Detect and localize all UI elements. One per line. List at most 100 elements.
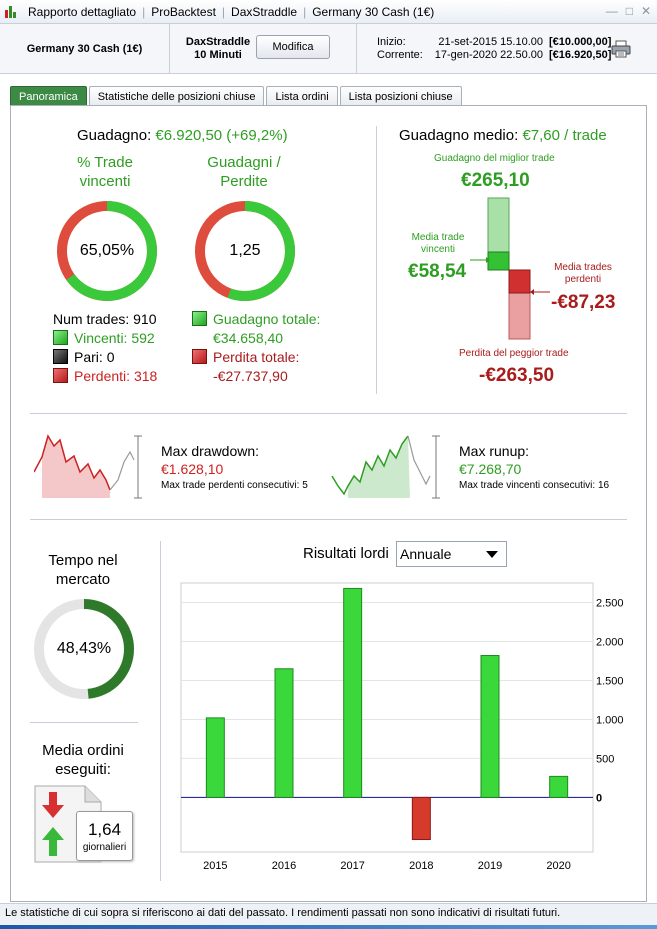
date-range: Inizio: 21-set-2015 15.10.00 [€10.000,00] … <box>377 36 611 62</box>
strategy-info: DaxStraddle 10 Minuti <box>178 36 258 62</box>
avg-loss-label: Media trades perdenti <box>550 262 616 286</box>
drawdown-after-line <box>109 450 135 491</box>
avg-win-label-line1: Media trade <box>411 232 465 243</box>
tab-closed-positions-stats[interactable]: Statistiche delle posizioni chiuse <box>88 86 265 106</box>
x-tick-label: 2020 <box>546 860 570 872</box>
winners-value: 592 <box>131 329 155 346</box>
time-in-market-title-line1: Tempo nel <box>48 552 118 569</box>
time-in-market-title: Tempo nel mercato <box>30 551 136 589</box>
x-tick-label: 2019 <box>478 860 502 872</box>
y-tick-label: 500 <box>596 753 614 765</box>
x-tick-label: 2016 <box>272 860 296 872</box>
gain-loss-title-line1: Guadagni / <box>207 154 281 171</box>
x-tick-label: 2017 <box>340 860 364 872</box>
tab-strip: Panoramica Statistiche delle posizioni c… <box>10 86 464 106</box>
even-value: 0 <box>106 348 115 365</box>
total-loss-label: Perdita totale: <box>213 348 300 365</box>
drawdown-info: Max drawdown: €1.628,10 Max trade perden… <box>161 443 308 491</box>
tab-closed-positions-list[interactable]: Lista posizioni chiuse <box>339 86 462 106</box>
even-label: Pari: <box>74 348 103 365</box>
avg-orders-unit: giornalieri <box>82 842 127 853</box>
modify-button[interactable]: Modifica <box>256 35 330 59</box>
winners-legend-icon <box>53 330 68 345</box>
avg-gain-label: Guadagno medio: <box>399 127 519 144</box>
drawdown-value: €1.628,10 <box>161 461 224 477</box>
breadcrumb-probacktest[interactable]: ProBacktest <box>151 4 216 19</box>
results-bar-chart: 2015 2016 2017 2018 2019 2020 0 500 1.000 1.500 2… <box>180 582 624 872</box>
gain-loss-donut-gain <box>195 201 295 301</box>
breadcrumb-instrument[interactable]: Germany 30 Cash (1€) <box>312 4 435 19</box>
tab-overview[interactable]: Panoramica <box>10 86 87 106</box>
even-legend-icon <box>53 349 68 364</box>
best-trade-label: Guadagno del miglior trade <box>434 153 555 164</box>
y-tick-label: 2.000 <box>596 636 624 648</box>
avg-orders-title: Media ordini eseguiti: <box>30 741 136 779</box>
time-in-market-fill <box>34 599 134 699</box>
runup-line <box>331 435 409 496</box>
bar-2018 <box>411 796 431 841</box>
total-gain-value: €34.658,40 <box>213 329 284 346</box>
gain-label: Guadagno: <box>77 127 152 144</box>
bar-2017 <box>343 587 363 798</box>
x-tick-label: 2018 <box>409 860 433 872</box>
runup-consec-value: 16 <box>597 480 610 491</box>
minimize-icon[interactable]: — <box>605 4 618 18</box>
gain-loss-title-line2: Perdite <box>220 173 268 190</box>
drawdown-consec-label: Max trade perdenti consecutivi: <box>161 480 300 491</box>
num-trades-label: Num trades: <box>53 310 130 327</box>
strategy-timeframe: 10 Minuti <box>194 49 242 61</box>
breadcrumb-strategy[interactable]: DaxStraddle <box>231 4 298 19</box>
num-trades-value: 910 <box>133 310 157 327</box>
start-label: Inizio: <box>377 36 406 48</box>
chevron-down-icon <box>486 551 498 558</box>
printer-icon[interactable] <box>611 40 631 58</box>
current-label: Corrente: <box>377 49 423 61</box>
time-in-market-value: 48,43% <box>56 640 112 657</box>
chart-plot-area <box>180 582 594 853</box>
losers-legend-icon <box>53 368 68 383</box>
results-title: Risultati lordi <box>303 545 389 562</box>
drawdown-consec-value: 5 <box>302 480 308 491</box>
y-tick-label: 1.000 <box>596 714 624 726</box>
runup-consec-label: Max trade vincenti consecutivi: <box>459 480 596 491</box>
avg-loss-value: -€87,23 <box>551 292 616 313</box>
arrow-down-icon <box>42 792 64 818</box>
title-bar: Rapporto dettagliato | ProBacktest | DaxSt… <box>0 0 657 24</box>
time-in-market-title-line2: mercato <box>55 571 111 588</box>
avg-gain-title: Guadagno medio: €7,60 / trade <box>399 127 607 144</box>
bar-2019 <box>480 655 500 798</box>
total-loss-icon <box>192 349 207 364</box>
avg-orders-title-line2: eseguiti: <box>55 761 111 778</box>
bar-2016 <box>274 668 294 798</box>
period-select[interactable]: Annuale <box>396 541 507 567</box>
gain-loss-donut <box>195 201 295 301</box>
bar-2015 <box>205 717 225 798</box>
winners-label: Vincenti: <box>74 329 128 346</box>
avg-win-bar <box>487 251 510 271</box>
worst-trade-label: Perdita del peggior trade <box>459 348 569 359</box>
arrow-up-icon <box>42 827 64 856</box>
avg-loss-label-line2: perdenti <box>564 274 602 285</box>
runup-value: €7.268,70 <box>459 461 522 477</box>
runup-area <box>348 436 410 498</box>
breadcrumb-report[interactable]: Rapporto dettagliato <box>28 4 137 19</box>
avg-orders-value: 1,64 <box>87 820 122 839</box>
gain-loss-value: 1,25 <box>229 242 261 259</box>
close-icon[interactable]: ✕ <box>640 4 651 18</box>
trade-counts: Num trades: 910 Vincenti: 592 Pari: 0 Pe… <box>53 309 157 385</box>
drawdown-chart-icon <box>34 434 142 499</box>
start-date: 21-set-2015 15.10.00 <box>438 36 543 48</box>
current-amount: [€16.920,50] <box>549 49 612 61</box>
drawdown-area <box>42 436 110 498</box>
bar-2020 <box>549 775 569 798</box>
report-header: Germany 30 Cash (1€) DaxStraddle 10 Minu… <box>0 24 657 74</box>
maximize-icon[interactable]: □ <box>625 4 633 18</box>
tab-orders-list[interactable]: Lista ordini <box>266 86 338 106</box>
avg-win-label: Media trade vincenti <box>408 232 468 256</box>
win-rate-title-line1: % Trade <box>77 154 133 171</box>
losers-label: Perdenti: <box>74 367 131 384</box>
drawdown-line <box>34 434 111 491</box>
avg-gain-value: €7,60 / trade <box>522 127 607 144</box>
period-select-value: Annuale <box>400 546 452 562</box>
avg-win-value: €58,54 <box>408 261 467 282</box>
